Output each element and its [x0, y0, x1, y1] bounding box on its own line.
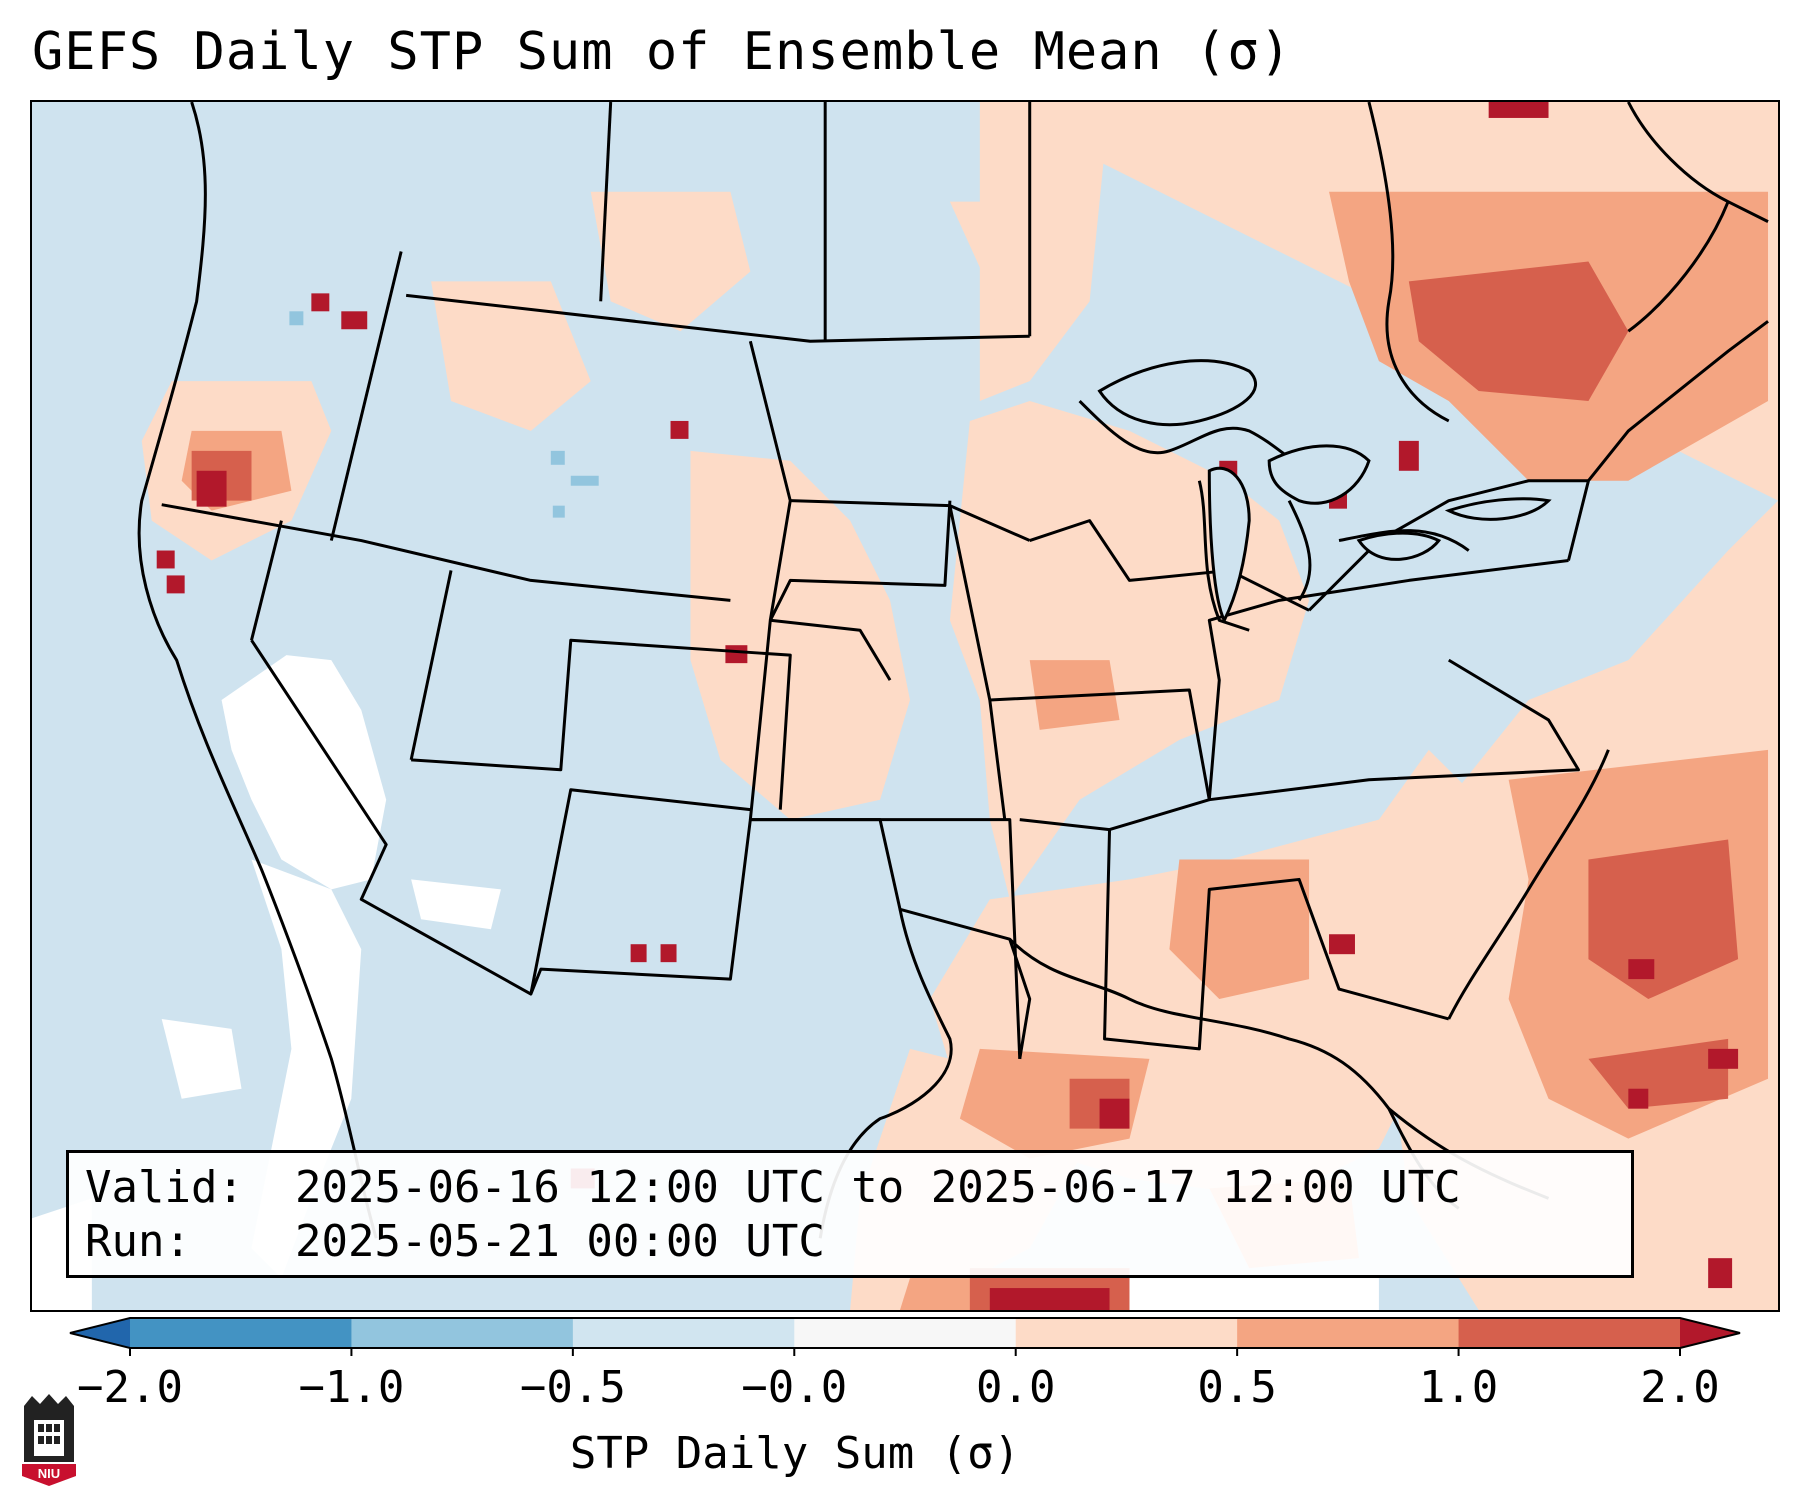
colorbar-bin: [1458, 1318, 1681, 1348]
boundaries: [137, 102, 1769, 1239]
colorbar-tick-label: −0.0: [741, 1362, 848, 1413]
run-value: 2025-05-21 00:00 UTC: [295, 1216, 825, 1267]
colorbar-bin: [130, 1318, 352, 1348]
figure-title: GEFS Daily STP Sum of Ensemble Mean (σ): [32, 22, 1292, 82]
colorbar-over-extension: [1680, 1318, 1740, 1348]
colorbar-bin: [572, 1318, 795, 1348]
colorbar-label: STP Daily Sum (σ): [569, 1428, 1021, 1479]
run-label: Run:: [85, 1216, 191, 1267]
colorbar-tick-label: 1.0: [1418, 1362, 1499, 1413]
colorbar-tick-label: −0.5: [519, 1362, 626, 1413]
valid-value: 2025-06-16 12:00 UTC to 2025-06-17 12:00…: [295, 1162, 1461, 1213]
valid-label: Valid:: [85, 1162, 244, 1213]
colorbar-tick-label: 2.0: [1640, 1362, 1720, 1413]
colorbar-tick-label: −1.0: [298, 1362, 405, 1413]
colorbar: [69, 1317, 1741, 1356]
stp-map: [32, 102, 1778, 1310]
colorbar-tick-label: 0.5: [1197, 1362, 1277, 1413]
run-line: Run: 2025-05-21 00:00 UTC: [85, 1215, 1615, 1269]
colorbar-bin: [351, 1318, 574, 1348]
colorbar-bin: [1015, 1318, 1238, 1348]
colorbar-under-extension: [70, 1318, 130, 1348]
negative-anomaly: [289, 311, 599, 518]
great-lakes: [1097, 359, 1552, 624]
map-panel: [30, 100, 1780, 1312]
valid-run-info-box: Valid: 2025-06-16 12:00 UTC to 2025-06-1…: [66, 1150, 1634, 1278]
niu-logo-text: NIU: [38, 1466, 60, 1481]
colorbar-bin: [794, 1318, 1017, 1348]
colorbar-tick-label: −2.0: [77, 1362, 183, 1413]
niu-logo: NIU: [22, 1394, 76, 1486]
colorbar-tick-label: 0.0: [975, 1362, 1056, 1413]
colorbar-bin: [1237, 1318, 1460, 1348]
valid-line: Valid: 2025-06-16 12:00 UTC to 2025-06-1…: [85, 1161, 1615, 1215]
